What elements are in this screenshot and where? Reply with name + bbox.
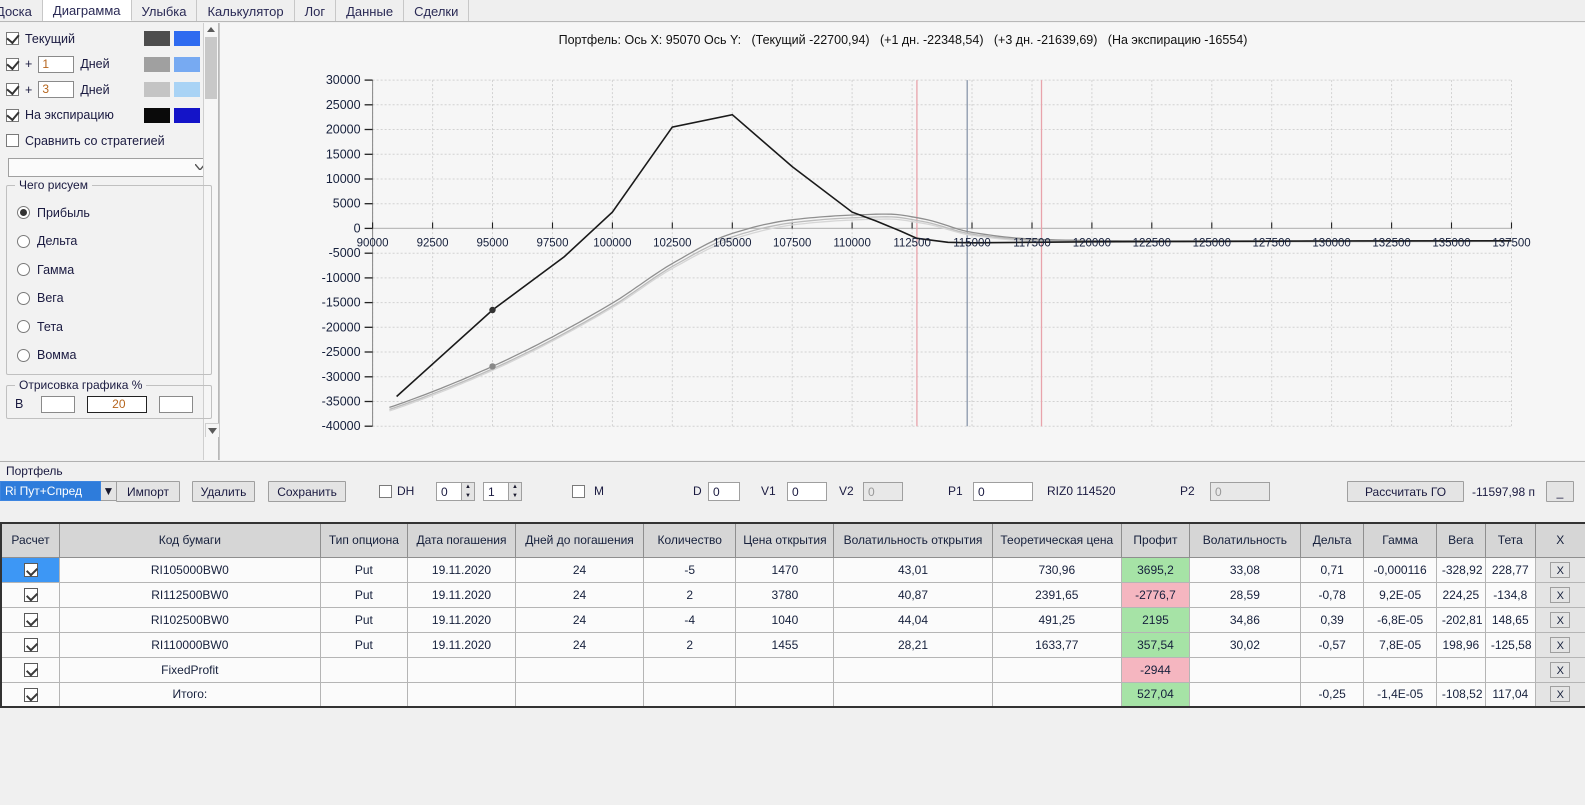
svg-text:-35000: -35000 (322, 395, 361, 409)
svg-text:130000: 130000 (1312, 237, 1350, 249)
svg-text:-15000: -15000 (322, 296, 361, 310)
svg-text:0: 0 (354, 221, 361, 235)
svg-text:-40000: -40000 (322, 419, 361, 433)
svg-text:112500: 112500 (893, 237, 931, 249)
svg-text:120000: 120000 (1073, 237, 1111, 249)
svg-text:10000: 10000 (326, 172, 361, 186)
svg-text:115000: 115000 (953, 237, 991, 249)
svg-text:102500: 102500 (653, 237, 691, 249)
svg-text:92500: 92500 (417, 237, 449, 249)
svg-text:15000: 15000 (326, 147, 361, 161)
svg-text:-20000: -20000 (322, 320, 361, 334)
svg-text:-10000: -10000 (322, 271, 361, 285)
svg-text:-25000: -25000 (322, 345, 361, 359)
svg-text:100000: 100000 (593, 237, 631, 249)
svg-text:95000: 95000 (477, 237, 509, 249)
svg-text:-30000: -30000 (322, 370, 361, 384)
svg-text:97500: 97500 (537, 237, 569, 249)
svg-text:110000: 110000 (833, 237, 871, 249)
svg-text:135000: 135000 (1432, 237, 1470, 249)
svg-text:25000: 25000 (326, 98, 361, 112)
svg-text:127500: 127500 (1253, 237, 1291, 249)
svg-text:105000: 105000 (713, 237, 751, 249)
svg-text:122500: 122500 (1133, 237, 1171, 249)
svg-text:107500: 107500 (773, 237, 811, 249)
svg-text:30000: 30000 (326, 73, 361, 87)
svg-text:117500: 117500 (1013, 237, 1051, 249)
svg-text:137500: 137500 (1492, 237, 1530, 249)
svg-text:5000: 5000 (333, 197, 361, 211)
svg-text:20000: 20000 (326, 123, 361, 137)
svg-text:90000: 90000 (357, 237, 389, 249)
svg-text:132500: 132500 (1372, 237, 1410, 249)
svg-text:125000: 125000 (1193, 237, 1231, 249)
